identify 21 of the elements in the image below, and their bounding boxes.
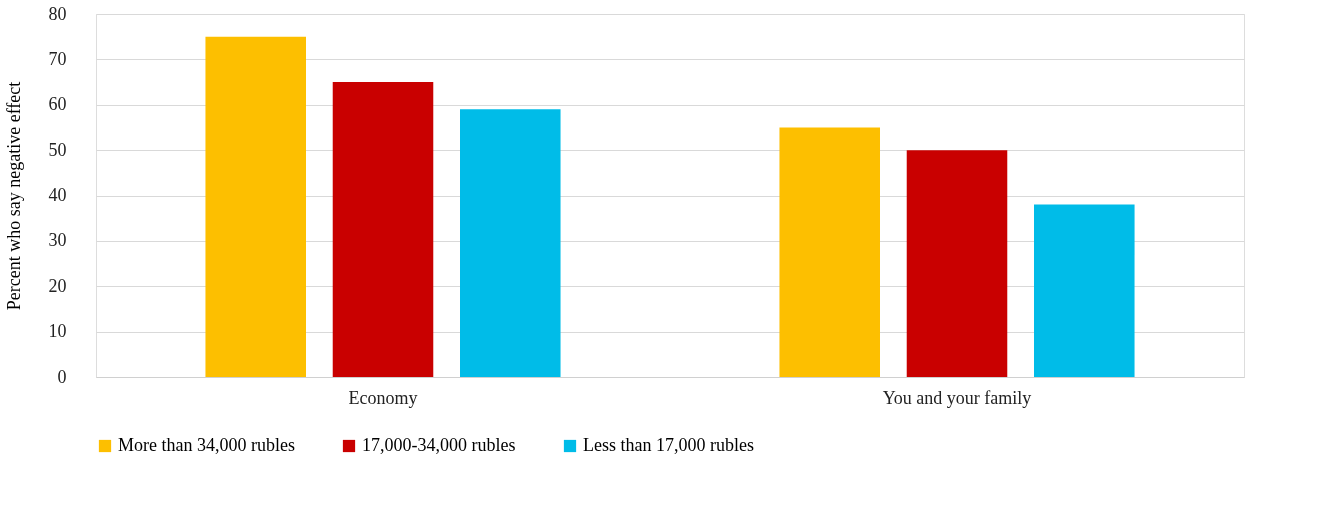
bar [205, 36, 306, 377]
x-tick-label: You and your family [882, 387, 1032, 408]
legend-label: Less than 17,000 rubles [583, 435, 754, 455]
y-tick-label: 0 [57, 366, 67, 387]
y-tick-label: 80 [48, 3, 67, 24]
bar [779, 127, 880, 377]
bar [332, 82, 434, 377]
legend-label: 17,000-34,000 rubles [362, 435, 516, 455]
bar [1034, 204, 1135, 377]
y-tick-label: 10 [48, 321, 67, 342]
y-tick-label: 50 [48, 139, 67, 160]
y-tick-label: 20 [48, 275, 67, 296]
y-tick-label: 70 [48, 48, 67, 69]
legend-label: More than 34,000 rubles [118, 435, 295, 455]
y-tick-label: 40 [48, 185, 67, 205]
y-axis-title: Percent who say negative effect [3, 81, 24, 311]
bar [460, 109, 561, 377]
y-tick-label: 30 [48, 230, 67, 251]
x-tick-label: Economy [348, 387, 418, 408]
y-tick-label: 60 [48, 94, 67, 115]
bar [906, 150, 1008, 377]
